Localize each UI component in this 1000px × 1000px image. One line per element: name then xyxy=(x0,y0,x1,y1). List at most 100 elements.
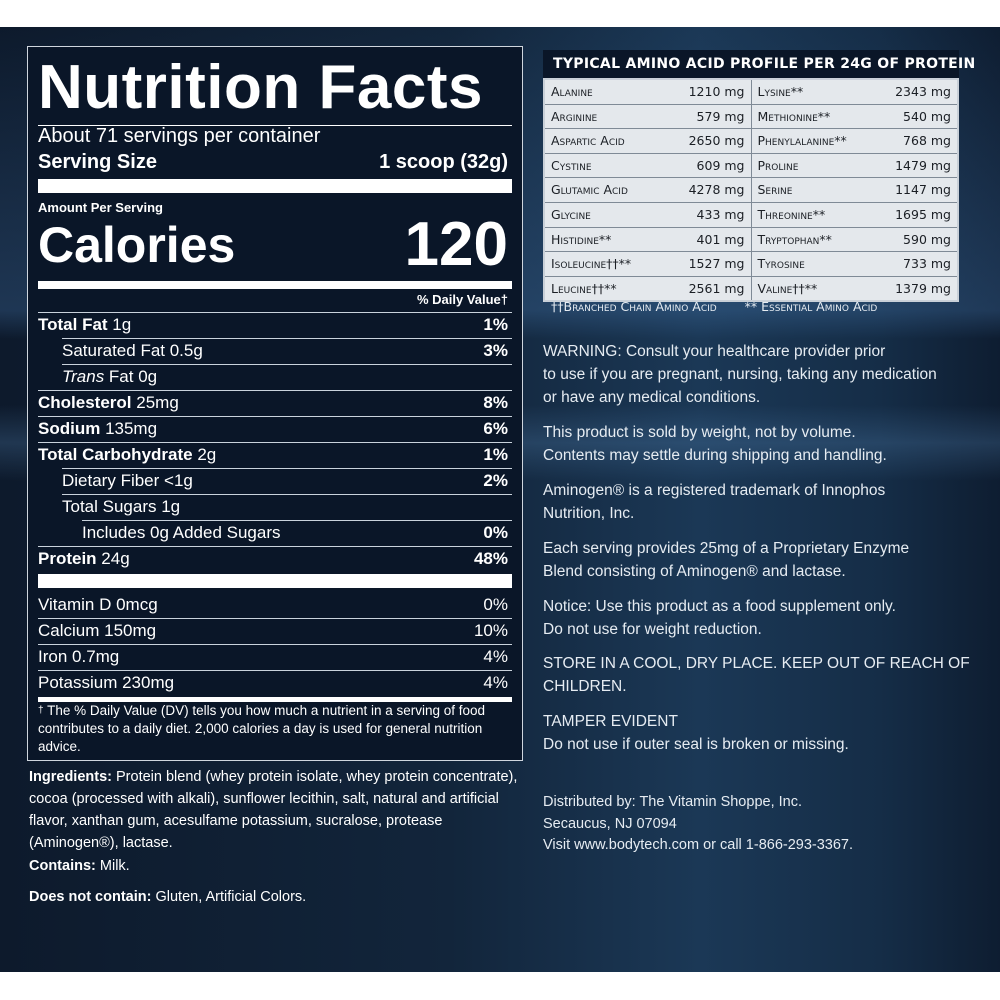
amino-acid-cell: Methionine** 540 mg xyxy=(752,105,958,129)
nutrient-dv: 2% xyxy=(483,471,508,490)
storage-notice: STORE IN A COOL, DRY PLACE. KEEP OUT OF … xyxy=(543,655,970,695)
divider xyxy=(82,520,512,521)
warning-text: WARNING: Consult your healthcare provide… xyxy=(543,343,937,406)
nutrient-label: Includes 0g Added Sugars xyxy=(82,523,281,542)
vitamin-row-potassium: Potassium 230mg 4% xyxy=(38,670,512,696)
amino-acid-name: Arginine xyxy=(551,108,598,124)
ingredients-text: Protein blend (whey protein isolate, whe… xyxy=(29,769,518,851)
vitamin-label: Potassium 230mg xyxy=(38,673,175,692)
eaa-footnote: ** Essential Amino Acid xyxy=(744,299,878,314)
does-not-contain: Does not contain: Gluten, Artificial Col… xyxy=(29,886,534,908)
contains-label: Contains: xyxy=(29,858,96,874)
amino-acid-value: 2561 mg xyxy=(688,280,745,296)
nutrient-row-added-sugars: Includes 0g Added Sugars 0% xyxy=(38,520,512,546)
amino-acid-cell: Leucine††** 2561 mg xyxy=(545,276,752,301)
divider xyxy=(38,644,512,645)
vitamin-dv: 10% xyxy=(473,621,508,640)
amino-acid-value: 1527 mg xyxy=(688,256,745,272)
amino-acid-value: 768 mg xyxy=(903,133,951,149)
nutrient-label-italic: Trans xyxy=(62,367,105,386)
amino-acid-row: Cystine 609 mg Proline 1479 mg xyxy=(545,153,958,179)
calories-label: Calories xyxy=(38,217,236,273)
nutrient-label: Sodium xyxy=(38,419,101,438)
amino-acid-cell: Arginine 579 mg xyxy=(545,104,752,129)
amino-acid-cell: Tryptophan** 590 mg xyxy=(752,228,958,252)
divider xyxy=(62,494,512,495)
amino-acid-name: Lysine** xyxy=(757,84,804,99)
calories-value: 120 xyxy=(404,210,508,279)
nutrition-facts-title: Nutrition Facts xyxy=(38,53,483,122)
weight-notice: This product is sold by weight, not by v… xyxy=(543,424,887,464)
vitamin-row-vitamin-d: Vitamin D 0mcg 0% xyxy=(38,592,512,618)
divider xyxy=(62,338,512,339)
nutrient-label: Protein xyxy=(38,549,97,568)
thick-divider xyxy=(38,574,512,588)
daily-value-header-row: % Daily Value† xyxy=(38,289,512,311)
contains-text: Milk. xyxy=(95,858,130,874)
nutrient-label: Dietary Fiber <1g xyxy=(62,471,193,490)
bcaa-footnote: ††Branched Chain Amino Acid xyxy=(551,299,717,314)
amount-per-serving: Amount Per Serving xyxy=(38,200,163,215)
nutrient-label: Total Carbohydrate xyxy=(38,445,193,464)
amino-acid-value: 1695 mg xyxy=(895,206,951,222)
amino-acid-name: Methionine** xyxy=(757,108,831,124)
amino-acid-name: Tyrosine xyxy=(757,256,805,272)
amino-acid-name: Glutamic Acid xyxy=(551,182,628,198)
amino-acid-name: Serine xyxy=(757,182,793,198)
nutrient-row-total-carbohydrate: Total Carbohydrate 2g 1% xyxy=(38,442,512,468)
nutrient-row-sodium: Sodium 135mg 6% xyxy=(38,416,512,442)
amino-acid-cell: Serine 1147 mg xyxy=(752,178,958,202)
amino-acid-cell: Phenylalanine** 768 mg xyxy=(752,129,958,153)
divider xyxy=(38,312,512,313)
amino-acid-row: Glutamic Acid 4278 mg Serine 1147 mg xyxy=(545,178,957,203)
nutrient-dv: 8% xyxy=(483,393,508,412)
amino-acid-footnotes: ††Branched Chain Amino Acid ** Essential… xyxy=(551,299,901,314)
amino-acid-name: Leucine††** xyxy=(551,280,617,296)
amino-acid-value: 1379 mg xyxy=(895,280,951,296)
amino-acid-name: Valine††** xyxy=(757,280,818,296)
divider xyxy=(62,468,512,469)
amino-acid-value: 540 mg xyxy=(903,108,951,124)
serving-size-row: Serving Size 1 scoop (32g) xyxy=(38,149,512,175)
amino-acid-cell: Threonine** 1695 mg xyxy=(752,203,958,227)
vitamin-row-iron: Iron 0.7mg 4% xyxy=(38,644,512,670)
amino-acid-value: 590 mg xyxy=(903,231,951,247)
amino-acid-value: 609 mg xyxy=(696,157,745,173)
nutrient-row-total-fat: Total Fat 1g 1% xyxy=(38,312,512,338)
nutrient-label: Total Sugars 1g xyxy=(62,497,181,516)
vitamin-label: Iron 0.7mg xyxy=(38,647,120,666)
divider xyxy=(62,364,512,365)
footnote-text: The % Daily Value (DV) tells you how muc… xyxy=(38,703,486,754)
amino-acid-value: 733 mg xyxy=(903,256,951,272)
amino-acid-title: TYPICAL AMINO ACID PROFILE PER 24G OF PR… xyxy=(543,50,975,78)
amino-acid-cell: Glutamic Acid 4278 mg xyxy=(545,178,752,202)
nutrient-amount: 24g xyxy=(96,549,130,568)
thick-divider xyxy=(38,179,512,193)
vitamin-dv: 0% xyxy=(483,595,508,614)
amino-acid-row: Histidine** 401 mg Tryptophan** 590 mg xyxy=(545,227,958,253)
amino-acid-name: Aspartic Acid xyxy=(551,133,625,149)
amino-acid-cell: Histidine** 401 mg xyxy=(545,227,752,252)
nutrient-dv: 48% xyxy=(473,549,508,568)
divider xyxy=(38,416,512,417)
amino-acid-name: Alanine xyxy=(551,84,593,99)
amino-acid-cell: Valine††** 1379 mg xyxy=(752,277,958,301)
amino-acid-value: 401 mg xyxy=(696,231,745,247)
amino-acid-row: Leucine††** 2561 mg Valine††** 1379 mg xyxy=(545,276,958,301)
daily-value-header: % Daily Value† xyxy=(416,292,508,307)
nutrient-row-trans-fat: Trans Fat 0g xyxy=(38,364,512,390)
amino-acid-name: Histidine** xyxy=(551,231,612,247)
divider xyxy=(38,670,512,671)
does-not-contain-label: Does not contain: xyxy=(29,889,152,905)
nutrient-label: Total Fat xyxy=(38,315,108,334)
aminogen-trademark: Aminogen® is a registered trademark of I… xyxy=(543,482,886,522)
does-not-contain-text: Gluten, Artificial Colors. xyxy=(151,889,307,905)
amino-acid-value: 2343 mg xyxy=(895,84,951,99)
nutrient-row-dietary-fiber: Dietary Fiber <1g 2% xyxy=(38,468,512,494)
amino-acid-cell: Proline 1479 mg xyxy=(752,154,958,178)
nutrient-dv: 1% xyxy=(483,315,508,334)
amino-acid-name: Threonine** xyxy=(757,206,826,222)
amino-acid-value: 2650 mg xyxy=(688,133,745,149)
contains: Contains: Milk. xyxy=(29,855,534,877)
divider xyxy=(38,546,512,547)
